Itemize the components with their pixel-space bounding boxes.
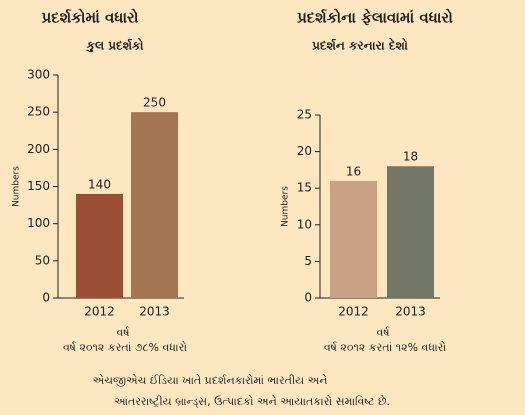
y-tick-label: 150 (27, 179, 50, 193)
chart-subtitle: પ્રદર્શન કરનારા દેશો (312, 37, 408, 53)
chart-title: પ્રદર્શકોના ફેલાવામાં વધારો (297, 7, 453, 26)
data-label: 16 (346, 164, 361, 178)
data-label: 18 (403, 150, 418, 164)
footer-line: આંતરરાષ્ટ્રીય બ્રાન્ડ્સ, ઉત્પાદકો અને આય… (114, 395, 390, 409)
y-tick-label: 100 (27, 216, 50, 230)
x-tick-label: 2012 (84, 305, 115, 319)
x-tick-label: 2012 (338, 305, 369, 319)
data-label: 250 (143, 96, 166, 110)
data-label: 140 (88, 177, 111, 191)
y-tick-label: 50 (35, 253, 50, 267)
y-tick-label: 15 (297, 181, 312, 195)
x-axis-label: વર્ષ (116, 326, 129, 339)
x-tick-label: 2013 (395, 305, 426, 319)
y-tick-label: 200 (27, 142, 50, 156)
y-tick-label: 300 (27, 68, 50, 82)
chart-note: વર્ષ ૨૦૧૨ કરતાં ૧૨% વધારો (324, 341, 446, 354)
y-tick-label: 25 (297, 108, 312, 122)
bar (387, 166, 434, 298)
y-tick-label: 20 (297, 144, 312, 158)
y-tick-label: 0 (42, 291, 50, 305)
footer-line: એચજીએચ ઈંડિયા ખાતે પ્રદર્શનકારોમાં ભારતી… (93, 374, 328, 387)
y-tick-label: 0 (304, 291, 312, 305)
chart-note: વર્ષ ૨૦૧૨ કરતાં ૭૮% વધારો (63, 341, 187, 354)
y-axis-label: Numbers (281, 186, 291, 227)
x-tick-label: 2013 (139, 305, 170, 319)
chart-title: પ્રદર્શકોમાં વધારો (41, 8, 138, 27)
bar (76, 193, 123, 298)
bar (330, 180, 377, 298)
y-tick-label: 5 (304, 254, 312, 268)
bar (131, 112, 178, 299)
y-tick-label: 10 (297, 217, 312, 231)
chart-subtitle: કુલ પ્રદર્શકો (85, 38, 143, 54)
y-tick-label: 250 (27, 105, 50, 119)
y-axis-label: Numbers (12, 166, 22, 207)
x-axis-label: વર્ષ (376, 326, 389, 339)
